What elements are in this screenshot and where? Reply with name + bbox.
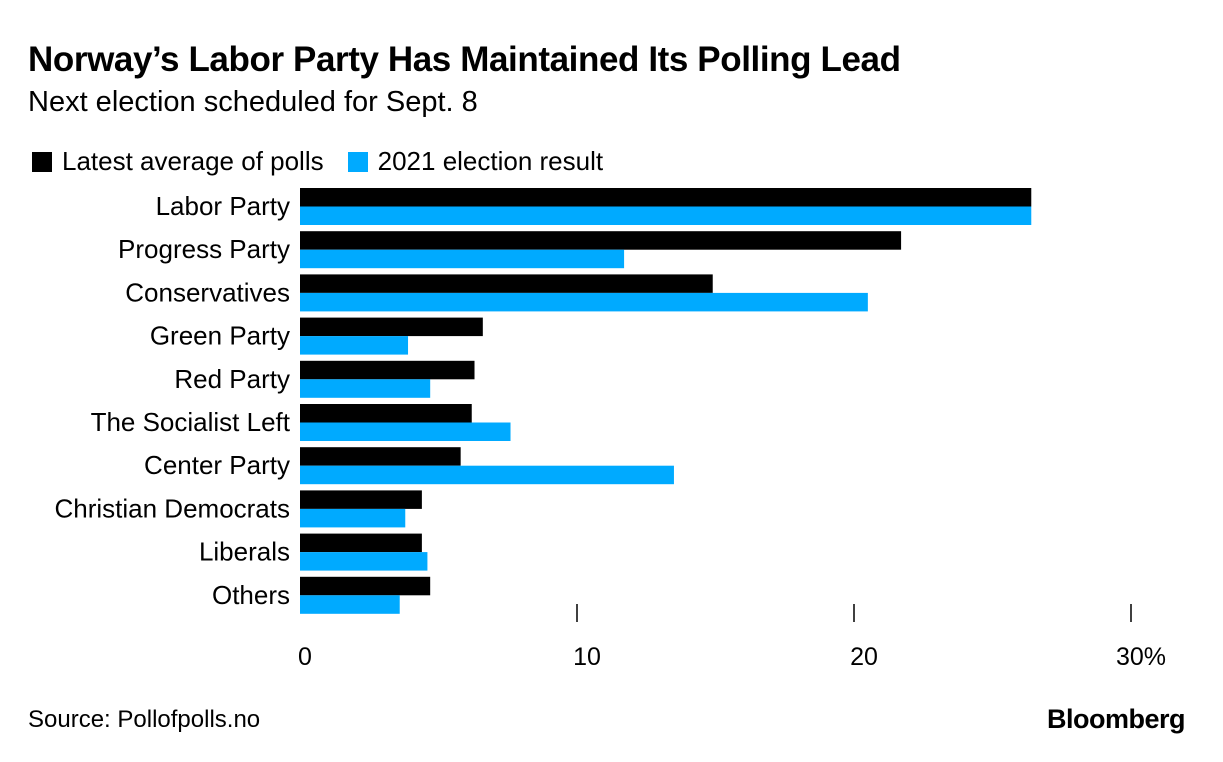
bar-election — [300, 379, 431, 398]
category-label: Red Party — [174, 364, 290, 394]
category-label: Liberals — [199, 537, 290, 567]
bar-polls — [300, 404, 472, 423]
bar-polls — [300, 274, 713, 293]
category-label: Green Party — [150, 321, 290, 351]
category-label: Conservatives — [125, 277, 290, 307]
bar-polls — [300, 188, 1032, 207]
chart-title: Norway’s Labor Party Has Maintained Its … — [28, 40, 901, 79]
bar-polls — [300, 360, 475, 380]
bar-polls — [300, 231, 902, 250]
category-label: The Socialist Left — [91, 407, 291, 437]
legend-label-polls: Latest average of polls — [62, 146, 324, 176]
brand-logo: Bloomberg — [1046, 704, 1186, 734]
bar-election — [300, 552, 428, 571]
category-label: Labor Party — [156, 191, 290, 221]
bar-polls — [300, 317, 483, 337]
x-tick-label: 20 — [850, 643, 878, 671]
bar-polls — [300, 576, 431, 596]
bar-election — [300, 422, 511, 441]
legend-label-election: 2021 election result — [377, 146, 604, 176]
legend-item-polls: Latest average of polls — [32, 146, 324, 177]
category-label: Progress Party — [118, 234, 290, 264]
bar-election — [300, 292, 868, 312]
legend-swatch-election — [347, 151, 368, 172]
legend-swatch-polls — [32, 151, 52, 172]
bar-election — [300, 508, 406, 528]
bar-election — [300, 206, 1032, 225]
legend-item-election: 2021 election result — [347, 146, 604, 177]
category-label: Christian Democrats — [54, 493, 290, 523]
bar-election — [300, 595, 400, 614]
x-tick-label: 10 — [573, 643, 601, 671]
bar-election — [300, 465, 674, 485]
legend: Latest average of polls 2021 election re… — [32, 146, 627, 177]
x-tick-label: 0 — [298, 643, 312, 671]
x-tick-label: 30% — [1116, 643, 1166, 671]
bar-election — [300, 336, 409, 355]
chart-subtitle: Next election scheduled for Sept. 8 — [28, 86, 478, 118]
bar-polls — [300, 533, 422, 553]
bar-polls — [300, 447, 461, 466]
category-label: Center Party — [144, 450, 290, 480]
source-note: Source: Pollofpolls.no — [28, 706, 261, 733]
bar-election — [300, 249, 625, 269]
bar-polls — [300, 490, 422, 509]
category-label: Others — [212, 580, 290, 610]
